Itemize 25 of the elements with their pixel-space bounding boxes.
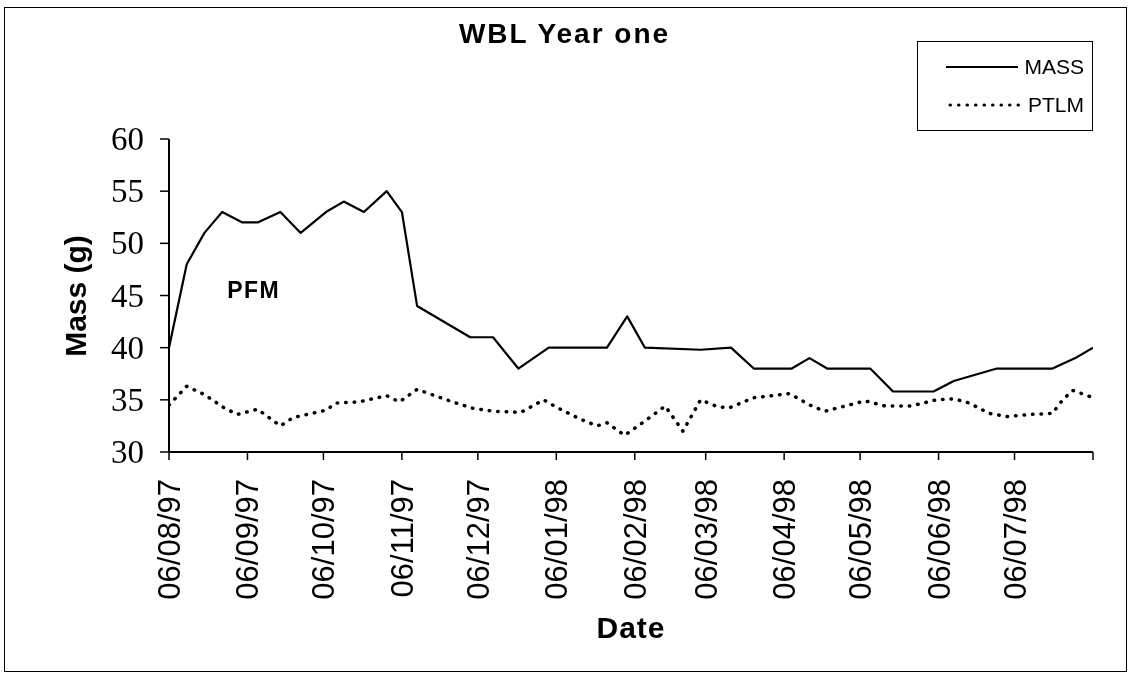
legend-label: MASS: [1024, 55, 1084, 79]
y-axis-title: Mass (g): [59, 233, 93, 359]
x-tick-label: 06/11/97: [384, 479, 420, 598]
x-tick-label: 06/12/97: [460, 479, 496, 600]
y-tick-label: 60: [111, 121, 144, 157]
x-tick-label: 06/02/98: [617, 479, 653, 600]
x-tick-label: 06/07/98: [997, 479, 1033, 600]
x-tick-label: 06/04/98: [766, 479, 802, 600]
annotation: PFM: [227, 276, 281, 304]
y-tick-label: 30: [111, 434, 144, 470]
x-tick-label: 06/10/97: [305, 479, 341, 600]
y-tick-label: 55: [111, 173, 144, 210]
x-tick-label: 06/03/98: [688, 479, 724, 600]
y-tick-label: 40: [111, 329, 144, 366]
y-tick-label: 50: [111, 225, 144, 262]
y-tick-label: 35: [111, 381, 144, 418]
x-tick-label: 06/06/98: [921, 479, 957, 600]
legend-label: PTLM: [1027, 93, 1084, 117]
chart-title: WBL Year one: [457, 18, 672, 50]
x-axis-title: Date: [595, 611, 667, 645]
x-tick-label: 06/01/98: [538, 479, 574, 600]
x-tick-label: 06/05/98: [842, 479, 878, 600]
x-tick-label: 06/09/97: [229, 479, 265, 600]
y-tick-label: 45: [111, 277, 144, 314]
x-tick-label: 06/08/97: [151, 479, 187, 600]
